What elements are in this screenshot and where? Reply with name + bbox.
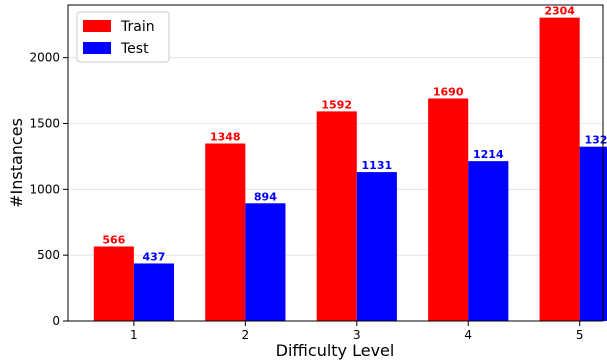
bar-train [93, 246, 134, 321]
data-label-train: 1592 [321, 98, 352, 111]
x-axis-title: Difficulty Level [276, 341, 395, 360]
data-label-train: 566 [102, 233, 125, 246]
bars [93, 17, 607, 322]
bar-test [245, 203, 286, 321]
data-label-test: 894 [254, 190, 277, 203]
plot-frame [67, 4, 604, 322]
bar-test [579, 146, 607, 321]
x-tick-label: 1 [130, 328, 138, 342]
legend-label-train: Train [120, 19, 155, 35]
bar-train [428, 98, 469, 321]
y-tick-label: 500 [37, 248, 60, 262]
bar-test [468, 161, 509, 321]
legend-swatch-test [83, 42, 111, 54]
data-label-test: 1131 [362, 159, 393, 172]
data-label-test: 1214 [473, 148, 504, 161]
y-axis-title: #Instances [7, 118, 26, 208]
y-tick-label: 2000 [29, 51, 60, 65]
legend-swatch-train [83, 20, 111, 32]
y-tick-label: 1500 [29, 117, 60, 131]
bar-train [539, 17, 580, 321]
x-tick-label: 2 [242, 328, 250, 342]
data-label-train: 2304 [544, 5, 575, 18]
legend-label-test: Test [120, 41, 149, 57]
bar-train [316, 111, 357, 322]
data-label-train: 1690 [433, 85, 464, 98]
data-label-test: 1324 [584, 134, 607, 147]
x-tick-label: 3 [353, 328, 361, 342]
legend: Train Test [76, 11, 170, 63]
y-tick-label: 1000 [29, 182, 60, 196]
bar-train [205, 143, 246, 321]
x-tick-label: 4 [464, 328, 472, 342]
bar-test [356, 172, 397, 321]
y-tick-label: 0 [52, 314, 60, 328]
data-label-train: 1348 [210, 131, 241, 144]
axes: 0 500 1000 1500 2000 1 2 3 4 5 [29, 4, 604, 342]
bar-test [133, 263, 174, 321]
x-tick-label: 5 [576, 328, 584, 342]
data-label-test: 437 [142, 250, 165, 263]
data-labels: 566 437 1348 894 1592 1131 1690 1214 2304 1324 [102, 5, 607, 264]
